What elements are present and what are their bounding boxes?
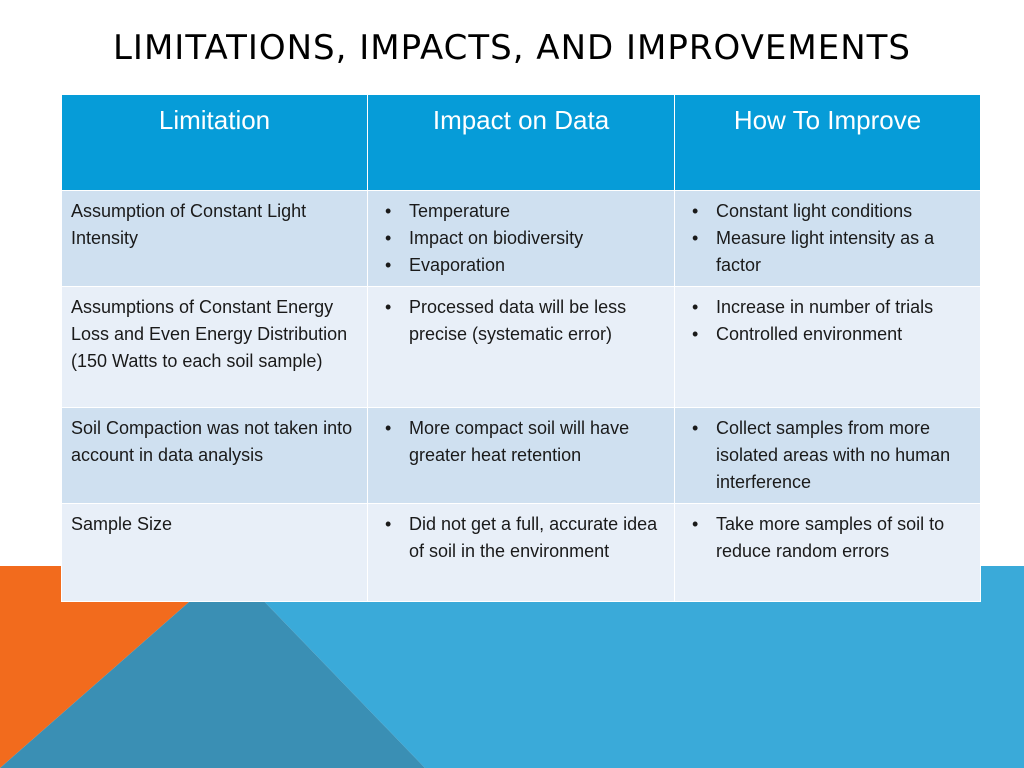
list-item: Processed data will be less precise (sys…	[377, 294, 666, 348]
impact-cell: Temperature Impact on biodiversity Evapo…	[367, 190, 675, 287]
page-title: LIMITATIONS, IMPACTS, AND IMPROVEMENTS	[112, 28, 911, 68]
limitations-table-container: Limitation Impact on Data How To Improve…	[61, 94, 981, 602]
impact-list: More compact soil will have greater heat…	[377, 415, 666, 469]
table-row: Assumptions of Constant Energy Loss and …	[61, 286, 981, 408]
improve-list: Collect samples from more isolated areas…	[684, 415, 972, 496]
list-item: Constant light conditions	[684, 198, 972, 225]
impact-list: Processed data will be less precise (sys…	[377, 294, 666, 348]
impact-cell: Did not get a full, accurate idea of soi…	[367, 503, 675, 602]
list-item: Controlled environment	[684, 321, 972, 348]
table-row: Sample Size Did not get a full, accurate…	[61, 503, 981, 602]
table-row: Assumption of Constant Light Intensity T…	[61, 190, 981, 287]
list-item: Increase in number of trials	[684, 294, 972, 321]
impact-cell: More compact soil will have greater heat…	[367, 407, 675, 504]
header-impact-on-data: Impact on Data	[367, 94, 675, 191]
list-item: Evaporation	[377, 252, 666, 279]
improve-cell: Increase in number of trials Controlled …	[674, 286, 981, 408]
list-item: Did not get a full, accurate idea of soi…	[377, 511, 666, 565]
limitation-cell: Assumptions of Constant Energy Loss and …	[61, 286, 368, 408]
improve-cell: Take more samples of soil to reduce rand…	[674, 503, 981, 602]
steel-blue-triangle-shape	[0, 566, 425, 768]
blue-band-shape	[230, 566, 1024, 768]
table-header-row: Limitation Impact on Data How To Improve	[61, 94, 981, 191]
list-item: Measure light intensity as a factor	[684, 225, 972, 279]
limitation-cell: Sample Size	[61, 503, 368, 602]
limitations-table: Limitation Impact on Data How To Improve…	[61, 94, 981, 602]
list-item: Take more samples of soil to reduce rand…	[684, 511, 972, 565]
table-row: Soil Compaction was not taken into accou…	[61, 407, 981, 504]
list-item: Temperature	[377, 198, 666, 225]
impact-cell: Processed data will be less precise (sys…	[367, 286, 675, 408]
limitation-cell: Assumption of Constant Light Intensity	[61, 190, 368, 287]
list-item: Impact on biodiversity	[377, 225, 666, 252]
improve-cell: Constant light conditions Measure light …	[674, 190, 981, 287]
improve-cell: Collect samples from more isolated areas…	[674, 407, 981, 504]
list-item: More compact soil will have greater heat…	[377, 415, 666, 469]
improve-list: Take more samples of soil to reduce rand…	[684, 511, 972, 565]
impact-list: Temperature Impact on biodiversity Evapo…	[377, 198, 666, 279]
list-item: Collect samples from more isolated areas…	[684, 415, 972, 496]
header-limitation: Limitation	[61, 94, 368, 191]
improve-list: Increase in number of trials Controlled …	[684, 294, 972, 348]
header-how-to-improve: How To Improve	[674, 94, 981, 191]
limitation-cell: Soil Compaction was not taken into accou…	[61, 407, 368, 504]
impact-list: Did not get a full, accurate idea of soi…	[377, 511, 666, 565]
improve-list: Constant light conditions Measure light …	[684, 198, 972, 279]
